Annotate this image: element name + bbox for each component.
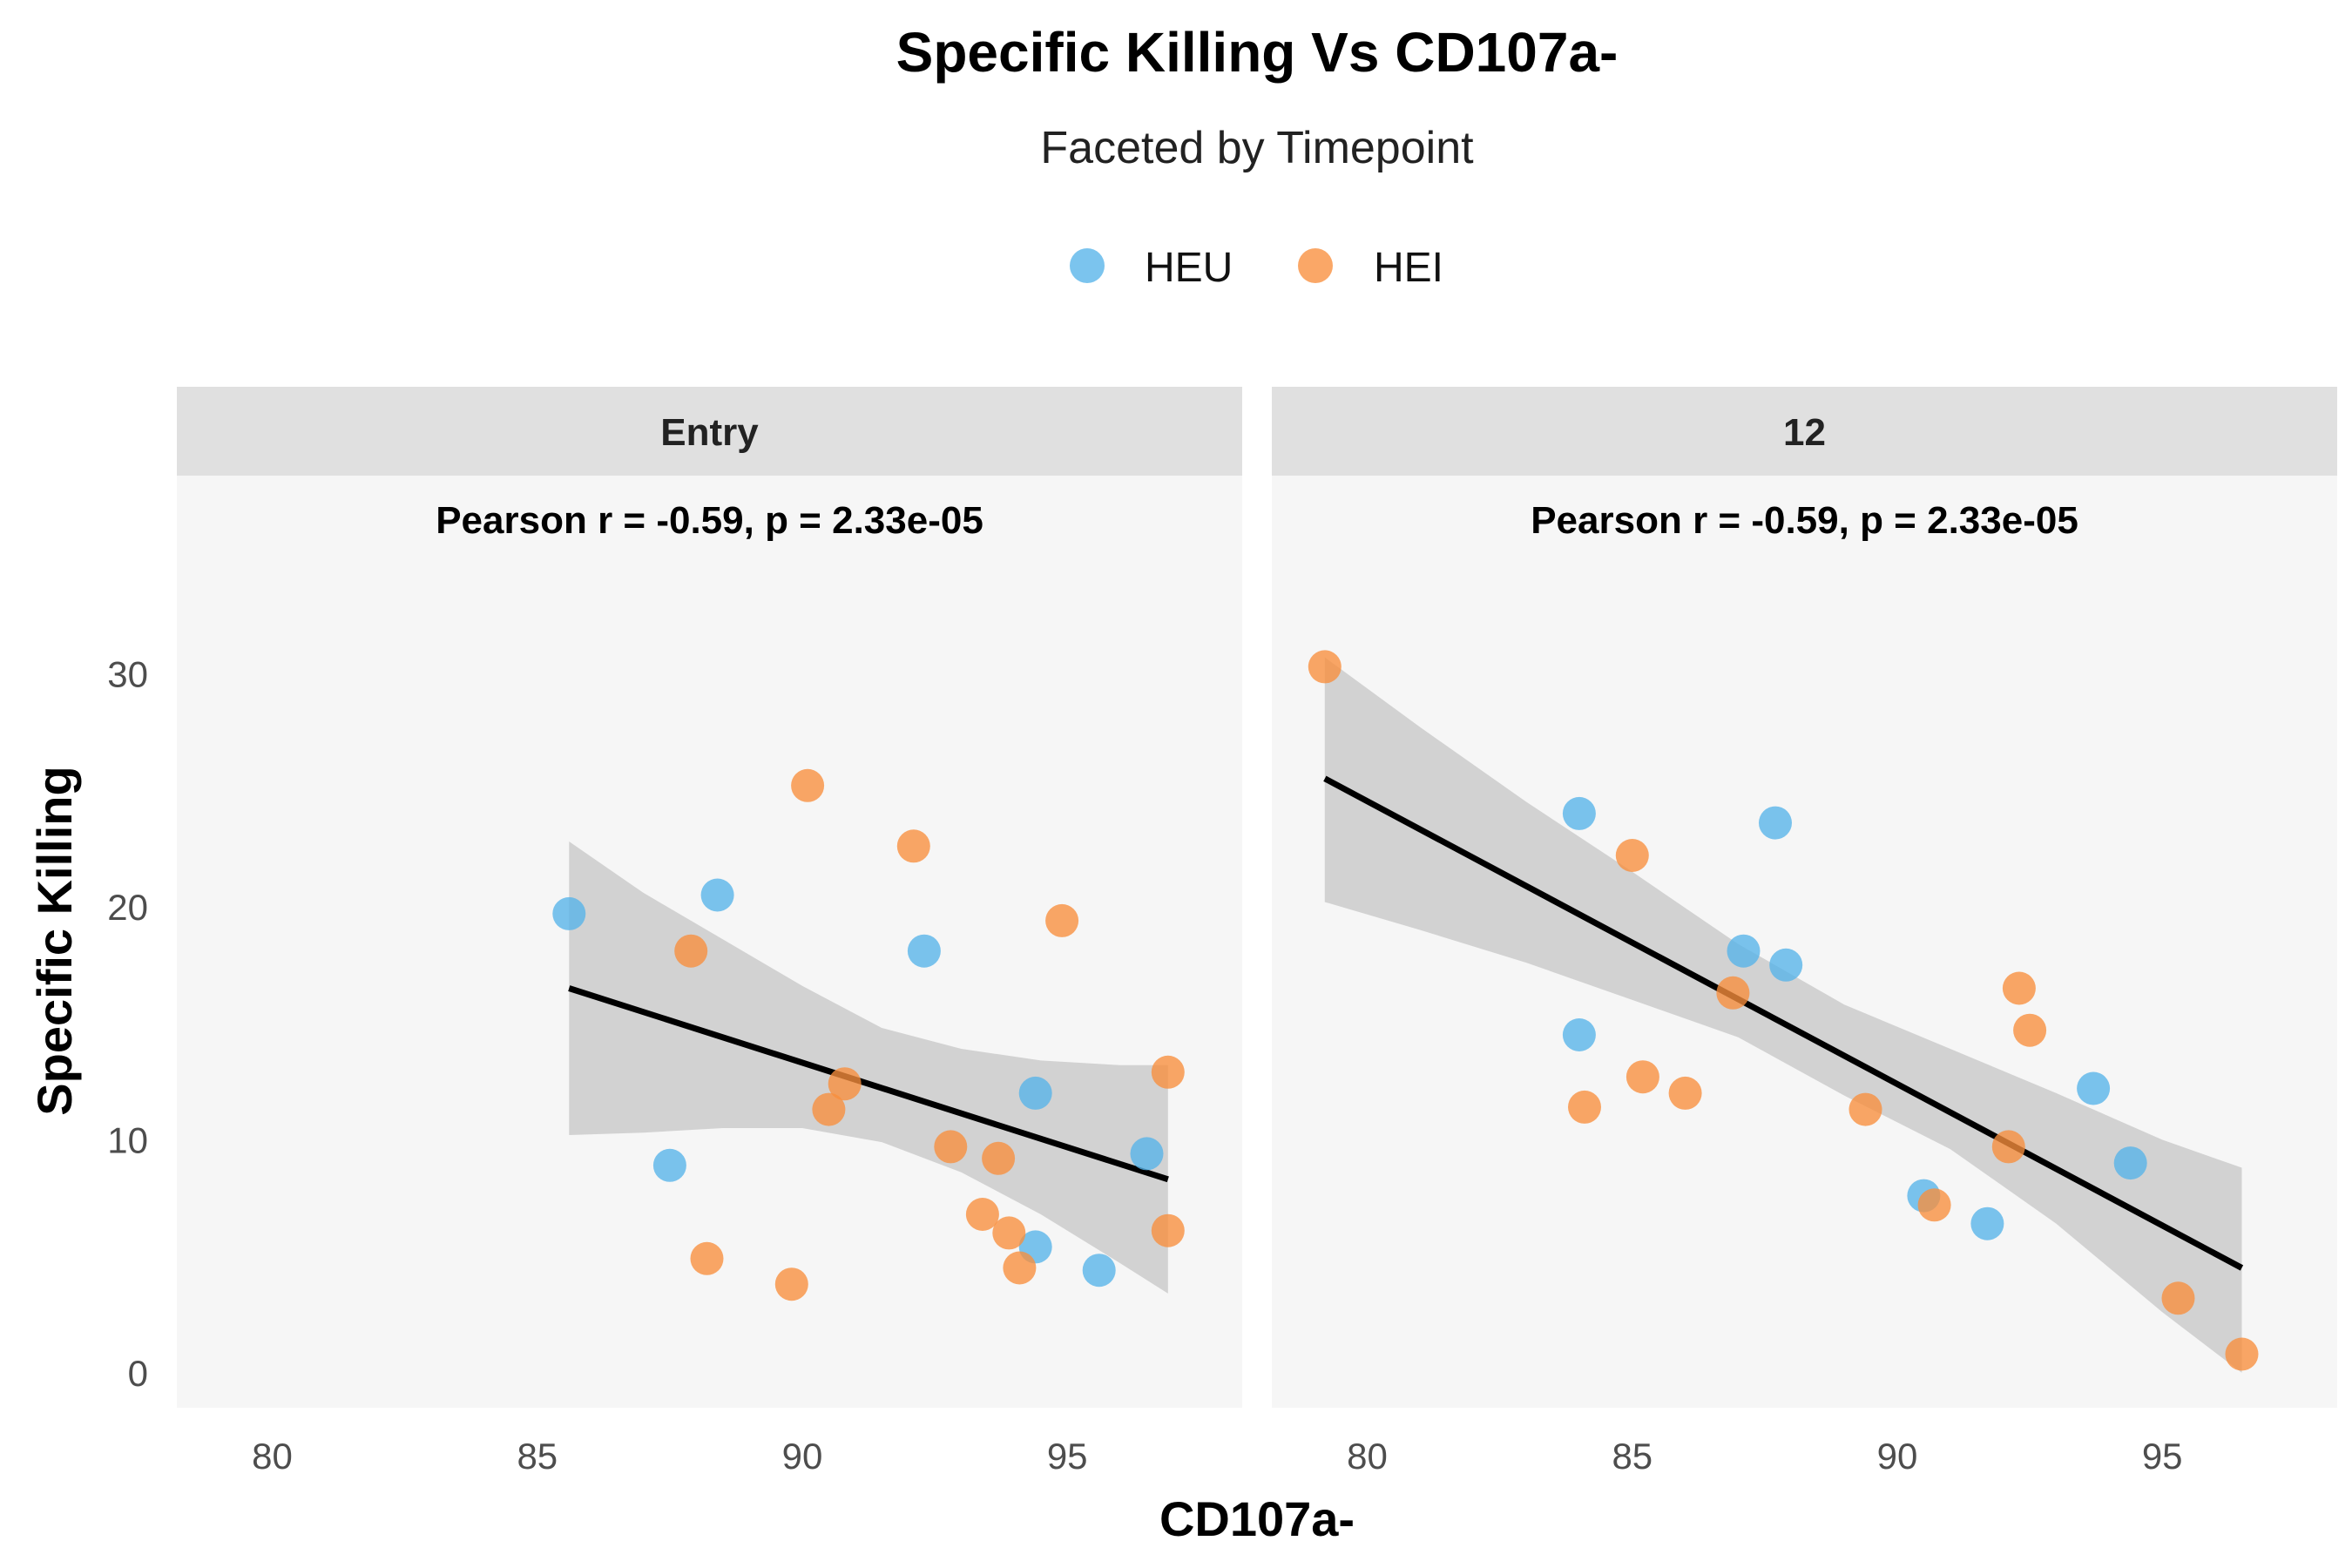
data-point-heu bbox=[1082, 1254, 1116, 1288]
x-tick-label: 90 bbox=[782, 1436, 823, 1477]
data-point-hei bbox=[791, 768, 825, 802]
data-point-heu bbox=[1562, 796, 1596, 830]
x-tick-label: 85 bbox=[517, 1436, 558, 1477]
data-point-heu bbox=[552, 896, 586, 930]
facet-strip-label: 12 bbox=[1783, 411, 1826, 454]
y-tick-label: 0 bbox=[128, 1353, 148, 1394]
facet-strip-label: Entry bbox=[660, 411, 759, 454]
regression-line bbox=[568, 985, 1169, 1183]
data-point-heu bbox=[2113, 1146, 2147, 1180]
x-tick-label: 85 bbox=[1612, 1436, 1652, 1477]
data-point-hei bbox=[934, 1130, 968, 1164]
correlation-annotation: Pearson r = -0.59, p = 2.33e-05 bbox=[436, 499, 983, 542]
data-point-hei bbox=[1045, 903, 1079, 937]
data-point-heu bbox=[2077, 1071, 2111, 1105]
data-point-hei bbox=[992, 1216, 1026, 1250]
facet-strip bbox=[177, 387, 1242, 476]
chart-subtitle: Faceted by Timepoint bbox=[1040, 123, 1474, 173]
data-point-hei bbox=[828, 1067, 862, 1101]
y-tick-label: 30 bbox=[107, 653, 148, 694]
data-point-heu bbox=[1769, 948, 1803, 982]
data-point-hei bbox=[1848, 1092, 1882, 1126]
x-axis-label: CD107a- bbox=[1159, 1491, 1355, 1546]
x-tick-label: 80 bbox=[1347, 1436, 1388, 1477]
data-point-hei bbox=[674, 934, 708, 968]
facet-strip bbox=[1272, 387, 2337, 476]
y-axis-label: Specific Killing bbox=[27, 766, 82, 1115]
data-point-heu bbox=[1970, 1206, 2004, 1240]
data-point-hei bbox=[2161, 1281, 2195, 1315]
data-point-hei bbox=[690, 1241, 724, 1275]
regression-line bbox=[1323, 775, 2244, 1271]
legend-label-hei: HEI bbox=[1374, 245, 1443, 291]
data-point-hei bbox=[1917, 1188, 1951, 1222]
data-point-hei bbox=[812, 1092, 846, 1126]
data-point-heu bbox=[1018, 1076, 1052, 1110]
data-point-hei bbox=[2013, 1013, 2047, 1047]
y-tick-label: 10 bbox=[107, 1119, 148, 1160]
data-point-hei bbox=[1668, 1076, 1702, 1110]
x-tick-label: 95 bbox=[1047, 1436, 1088, 1477]
x-tick-label: 80 bbox=[252, 1436, 293, 1477]
x-tick-label: 90 bbox=[1877, 1436, 1918, 1477]
facet-panel-12: 12 Pearson r = -0.59, p = 2.33e-05 80 85 9… bbox=[1272, 387, 2337, 1477]
confidence-band bbox=[1324, 657, 2242, 1373]
data-point-hei bbox=[1568, 1090, 1601, 1124]
confidence-band bbox=[569, 841, 1168, 1294]
data-point-hei bbox=[1615, 839, 1649, 872]
data-point-hei bbox=[896, 829, 930, 863]
data-point-hei bbox=[965, 1198, 999, 1231]
x-tick-label: 95 bbox=[2142, 1436, 2183, 1477]
correlation-annotation: Pearson r = -0.59, p = 2.33e-05 bbox=[1531, 499, 2078, 542]
data-point-hei bbox=[1151, 1213, 1185, 1247]
data-point-hei bbox=[1151, 1055, 1185, 1089]
legend-label-heu: HEU bbox=[1145, 245, 1233, 291]
data-point-heu bbox=[1130, 1137, 1164, 1171]
data-point-hei bbox=[2002, 971, 2036, 1005]
data-point-hei bbox=[1003, 1251, 1037, 1285]
data-point-heu bbox=[1562, 1018, 1596, 1051]
data-point-hei bbox=[1991, 1130, 2025, 1164]
data-point-heu bbox=[1727, 934, 1761, 968]
data-point-hei bbox=[1308, 650, 1342, 684]
data-point-heu bbox=[652, 1148, 686, 1182]
data-point-hei bbox=[2225, 1337, 2259, 1371]
data-point-heu bbox=[907, 934, 941, 968]
legend-swatch-hei bbox=[1298, 248, 1333, 283]
data-point-hei bbox=[1716, 976, 1750, 1010]
data-point-heu bbox=[700, 878, 734, 912]
data-point-heu bbox=[1759, 806, 1792, 840]
legend-swatch-heu bbox=[1070, 248, 1105, 283]
facet-panel-entry: Entry Pearson r = -0.59, p = 2.33e-05 80… bbox=[177, 387, 1242, 1477]
data-point-hei bbox=[774, 1267, 808, 1301]
legend: HEU HEI bbox=[1070, 245, 1443, 291]
y-axis-ticks: 0 10 20 30 bbox=[107, 653, 148, 1394]
data-point-hei bbox=[982, 1141, 1016, 1175]
chart-title: Specific Killing Vs CD107a- bbox=[896, 21, 1619, 84]
y-tick-label: 20 bbox=[107, 887, 148, 928]
data-point-hei bbox=[1625, 1060, 1659, 1094]
